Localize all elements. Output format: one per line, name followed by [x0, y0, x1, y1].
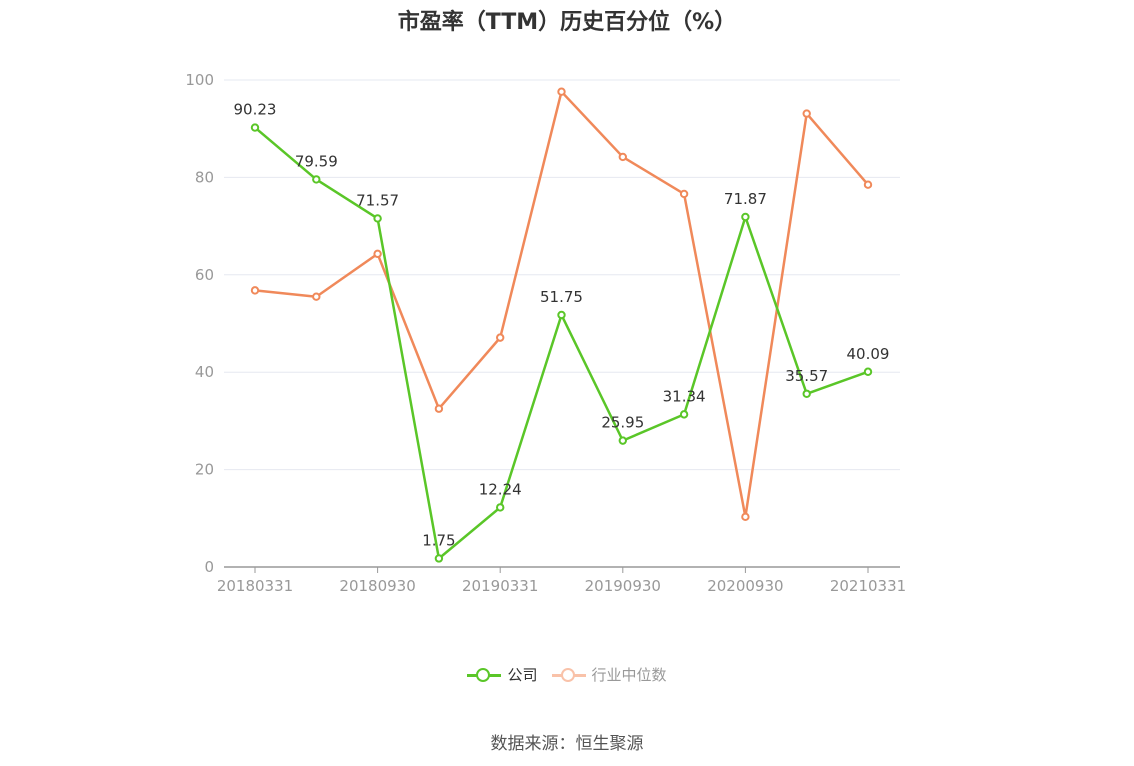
data-point-s0-2 — [373, 214, 382, 223]
data-point-s1-9 — [802, 109, 811, 118]
data-point-s1-8 — [741, 512, 750, 522]
x-tick-label-20210331: 20210331 — [830, 577, 906, 595]
x-tick-label-20180930: 20180930 — [339, 577, 415, 595]
y-tick-label-20: 20 — [195, 461, 214, 479]
x-tick-label-20190331: 20190331 — [462, 577, 538, 595]
axes: 0 20 40 60 80 100 20180331 20180930 20190331 2019… — [185, 71, 906, 595]
legend-company-label: 公司 — [507, 666, 538, 684]
data-point-s1-7 — [679, 189, 689, 199]
legend-item-company[interactable]: 公司 — [467, 664, 538, 685]
data-point-s0-8 — [741, 212, 750, 222]
data-label-3: 1.75 — [422, 531, 455, 549]
data-point-s0-0 — [250, 123, 260, 132]
data-point-s1-6 — [618, 152, 627, 162]
data-label-7: 31.34 — [663, 387, 706, 405]
series-lines — [250, 87, 873, 563]
data-point-s0-7 — [679, 410, 689, 419]
y-tick-label-100: 100 — [185, 71, 214, 89]
x-tick-label-20180331: 20180331 — [217, 577, 293, 595]
data-point-s0-5 — [557, 310, 566, 320]
y-tick-label-80: 80 — [195, 168, 214, 186]
data-point-s0-3 — [434, 554, 444, 563]
chart-title: 市盈率（TTM）历史百分位（%） — [397, 10, 737, 35]
data-point-s1-4 — [496, 333, 505, 342]
y-tick-label-60: 60 — [195, 266, 214, 284]
data-point-s1-0 — [250, 286, 260, 295]
data-label-6: 25.95 — [601, 414, 644, 432]
legend-company-marker — [467, 667, 502, 682]
series-line-0 — [253, 126, 870, 560]
data-point-s1-5 — [557, 87, 566, 96]
data-point-s0-1 — [312, 175, 321, 184]
y-tick-label-40: 40 — [195, 363, 214, 381]
data-point-s0-4 — [496, 503, 505, 512]
data-label-0: 90.23 — [234, 101, 277, 119]
data-label-10: 40.09 — [847, 345, 890, 363]
data-label-2: 71.57 — [356, 191, 399, 209]
x-tick-label-20200930: 20200930 — [707, 577, 783, 595]
x-tick-label-20190930: 20190930 — [585, 577, 661, 595]
data-label-8: 71.87 — [724, 190, 767, 208]
data-label-4: 12.24 — [479, 480, 522, 498]
data-point-s1-1 — [312, 292, 321, 301]
legend-item-industry[interactable]: 行业中位数 — [551, 664, 667, 685]
data-label-5: 51.75 — [540, 288, 583, 306]
data-point-s1-2 — [373, 249, 382, 259]
data-point-s1-3 — [434, 404, 444, 413]
data-point-s0-10 — [863, 367, 873, 376]
data-point-s0-9 — [802, 389, 811, 398]
legend-industry-marker — [551, 667, 586, 682]
data-labels: 90.23 79.59 71.57 1.75 12.24 51.75 25.95 31.34 7… — [234, 101, 890, 550]
data-point-s1-10 — [863, 180, 873, 189]
source-note: 数据来源：恒生聚源 — [490, 734, 644, 754]
data-point-s0-6 — [618, 436, 627, 445]
legend-industry-label: 行业中位数 — [591, 666, 667, 684]
grid-lines — [224, 79, 900, 471]
data-label-1: 79.59 — [295, 152, 338, 170]
legend: 公司 行业中位数 — [0, 664, 1134, 685]
data-label-9: 35.57 — [785, 367, 828, 385]
y-tick-label-0: 0 — [204, 558, 214, 576]
